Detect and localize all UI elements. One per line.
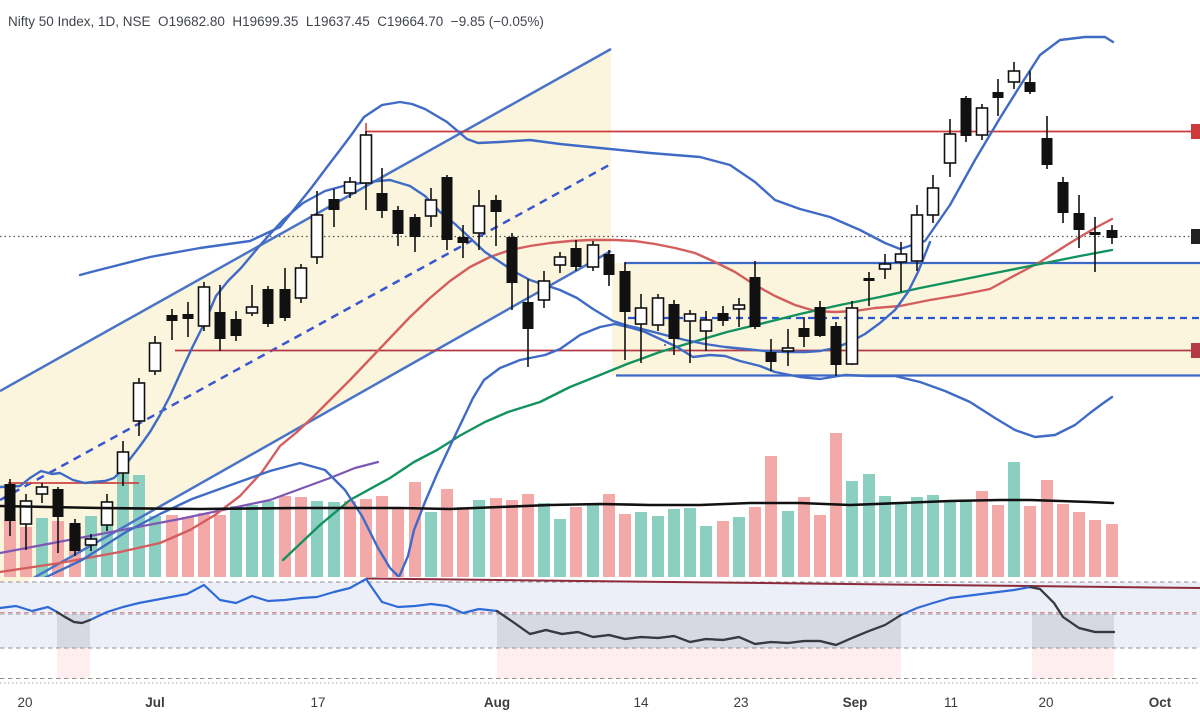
svg-text:23: 23 xyxy=(733,695,748,710)
svg-text:20: 20 xyxy=(17,695,32,710)
svg-text:Nifty 50 Index, 1D, NSE O1968: Nifty 50 Index, 1D, NSE O19682.80 H19699… xyxy=(8,14,544,29)
svg-text:20: 20 xyxy=(1038,695,1053,710)
svg-text:17: 17 xyxy=(310,695,325,710)
svg-text:Sep: Sep xyxy=(843,695,868,710)
svg-text:14: 14 xyxy=(633,695,649,710)
svg-text:11: 11 xyxy=(944,695,958,710)
svg-text:Aug: Aug xyxy=(484,695,510,710)
svg-text:Oct: Oct xyxy=(1149,695,1172,710)
svg-text:Jul: Jul xyxy=(145,695,165,710)
